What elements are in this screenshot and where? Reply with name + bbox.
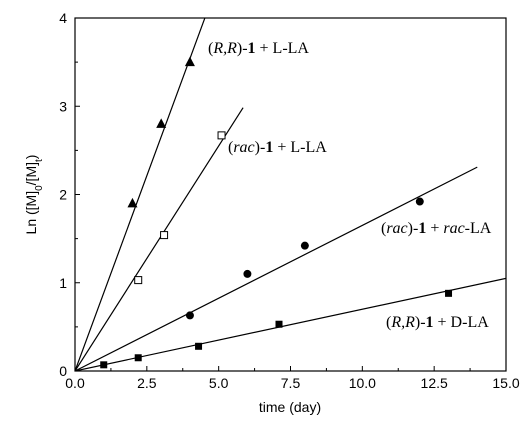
x-tick-label: 2.5	[137, 375, 157, 391]
x-tick-label: 15.0	[492, 375, 519, 391]
y-tick-label: 2	[59, 187, 67, 203]
y-axis-title: Ln ([M]0/[M]t)	[23, 155, 45, 235]
data-point-circle	[243, 269, 252, 278]
fit-line	[75, 107, 244, 371]
series-label: (R,R)-1 + L-LA	[208, 40, 309, 57]
data-point-square	[134, 354, 142, 362]
y-tick-label: 3	[59, 98, 67, 114]
y-tick-label: 1	[59, 275, 67, 291]
x-tick-label: 10.0	[349, 375, 376, 391]
y-tick-label: 4	[59, 10, 67, 26]
fit-line	[75, 277, 506, 371]
x-tick-label: 7.5	[281, 375, 301, 391]
series-label: (rac)-1 + L-LA	[228, 139, 327, 156]
x-tick-label: 12.5	[421, 375, 448, 391]
fit-line	[75, 166, 478, 371]
data-point-circle	[415, 197, 424, 206]
data-point-open-square	[217, 131, 226, 140]
data-point-square	[275, 320, 283, 328]
data-point-triangle	[156, 118, 167, 128]
data-points	[100, 56, 453, 369]
x-tick-label: 5.0	[209, 375, 229, 391]
data-point-triangle	[184, 56, 195, 67]
data-point-open-square	[160, 231, 169, 240]
data-point-square	[195, 342, 203, 350]
series-label: (R,R)-1 + D-LA	[386, 314, 489, 331]
series-label: (rac)-1 + rac-LA	[381, 220, 492, 237]
data-point-triangle	[127, 197, 138, 208]
data-point-square	[100, 361, 108, 369]
data-point-open-square	[134, 276, 143, 285]
data-point-circle	[185, 311, 194, 320]
data-point-square	[445, 289, 453, 297]
fit-lines	[75, 18, 506, 371]
series-labels: (R,R)-1 + L-LA (rac)-1 + L-LA (rac)-1 + ra…	[208, 40, 492, 331]
y-tick-label: 0	[59, 363, 67, 379]
axis-ticks: 0.0 2.5 5.0 7.5 10.0 12.5 15.0 0 1 2 3 4	[59, 10, 520, 391]
x-axis-title: time (day)	[259, 399, 321, 415]
data-point-circle	[300, 241, 309, 250]
x-tick-label: 0.0	[65, 375, 85, 391]
fit-line	[75, 18, 206, 371]
